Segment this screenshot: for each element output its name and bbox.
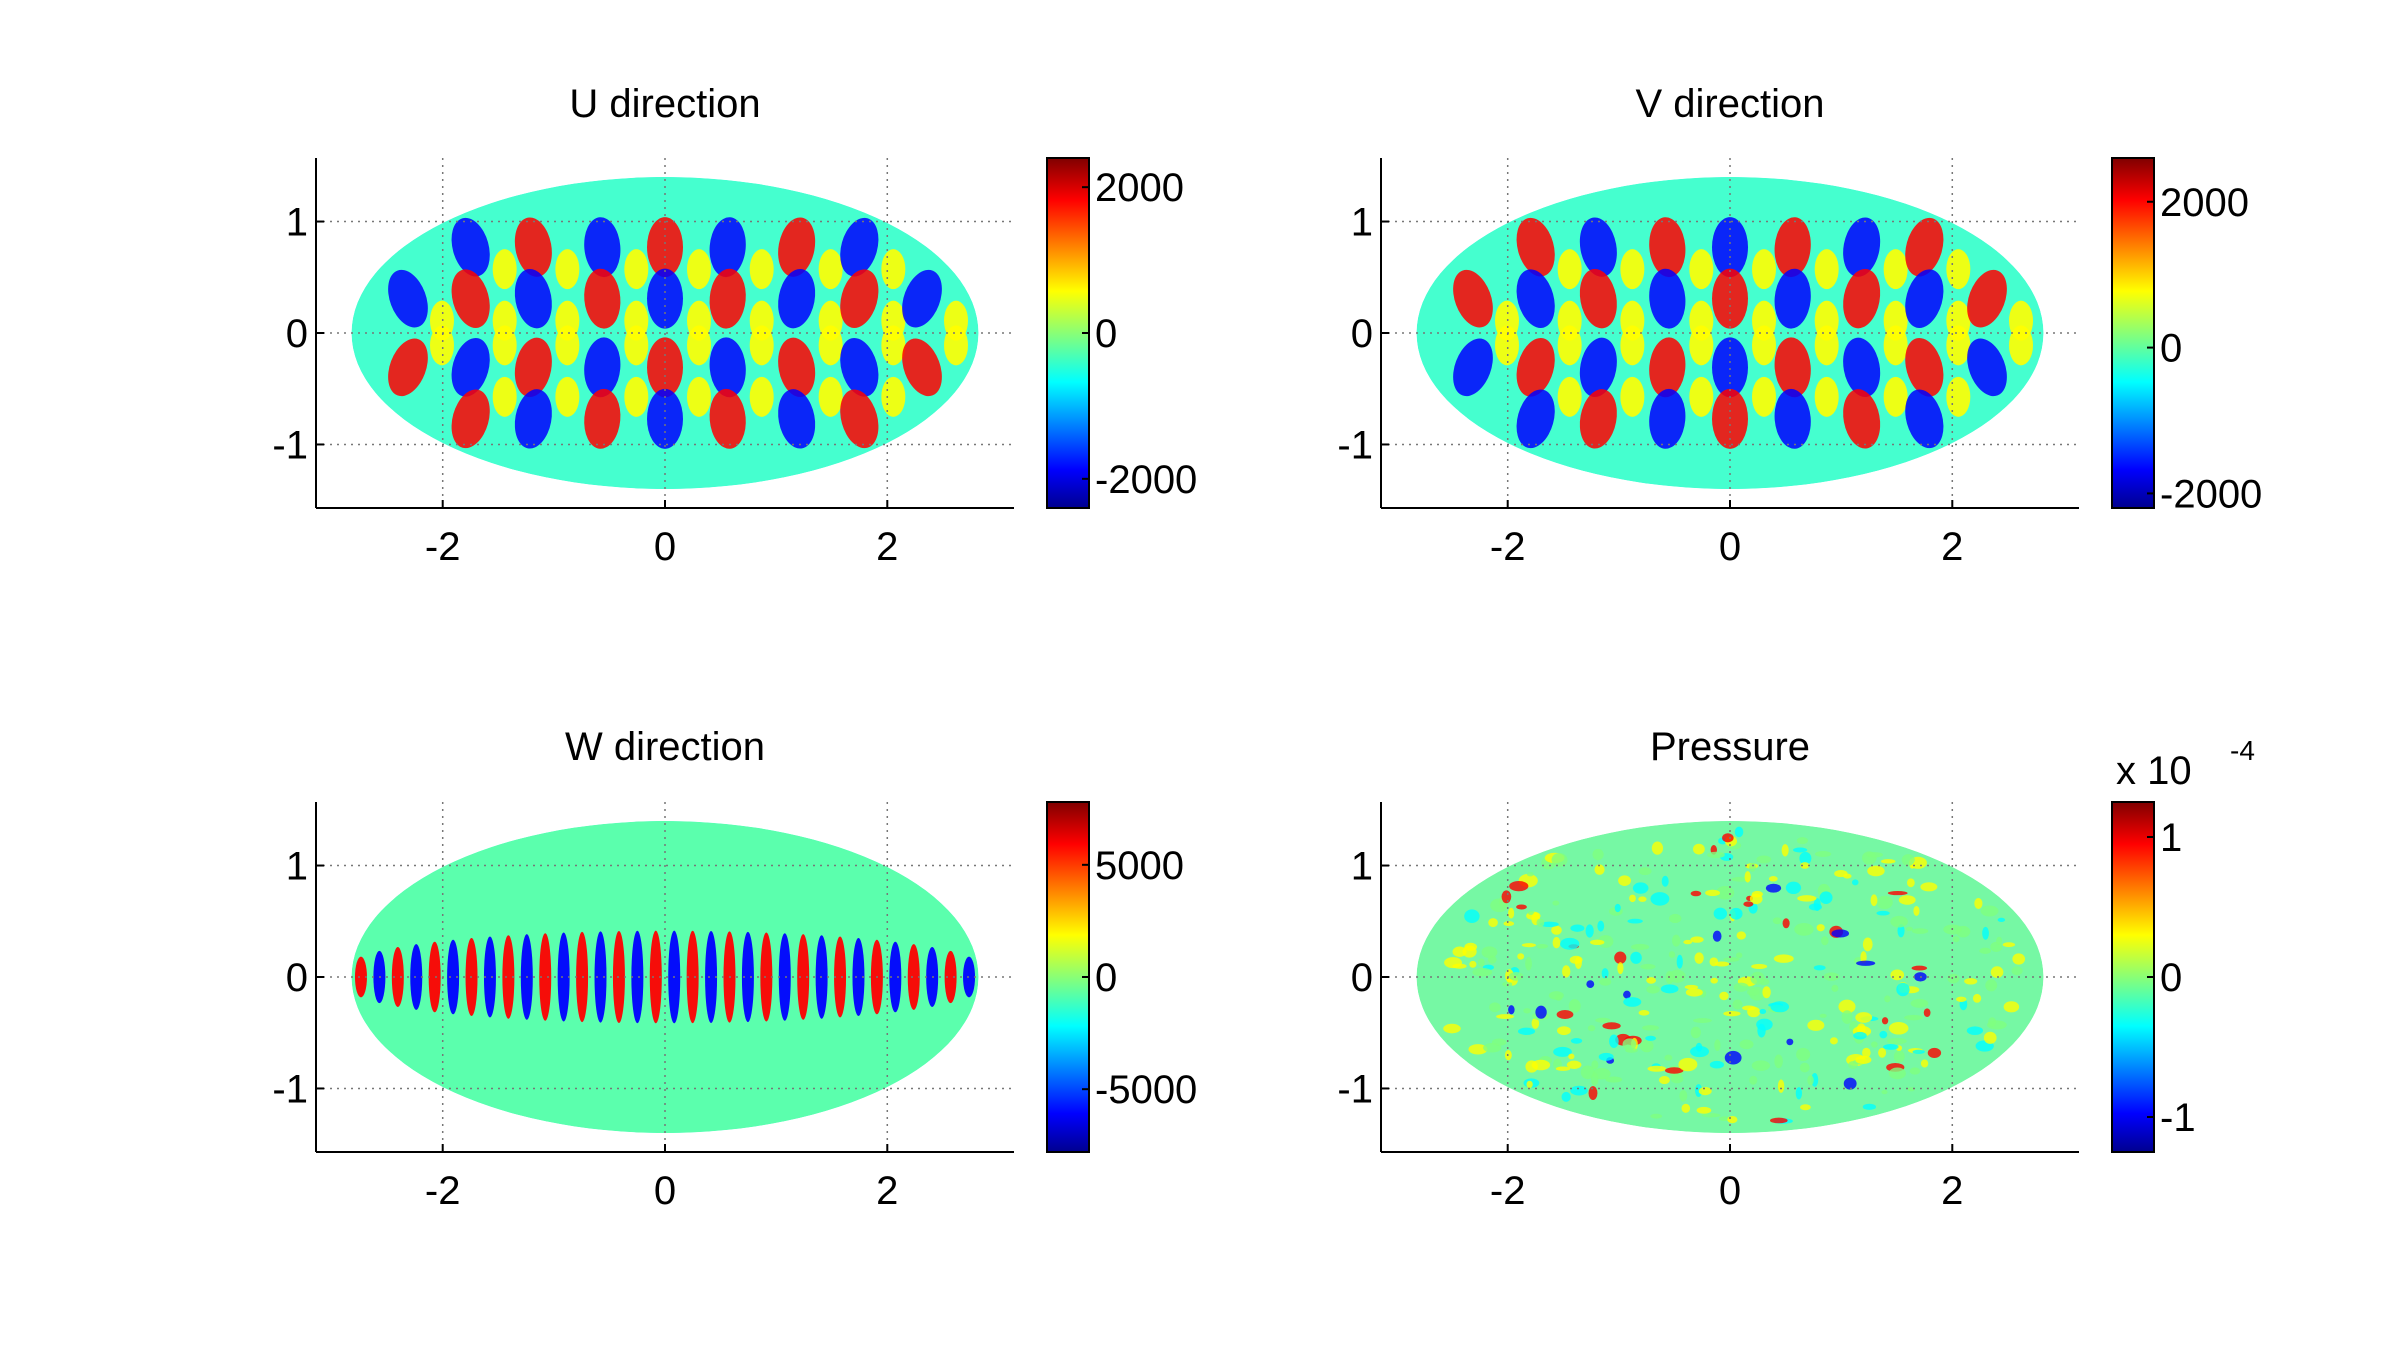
y-tick-label: 1 [1351, 845, 1373, 889]
y-tick-label: 0 [1351, 956, 1373, 1000]
x-tick-label: -2 [1490, 1169, 1526, 1213]
colorbar-tick-label: 0 [2160, 327, 2182, 371]
y-tick-label: 1 [286, 845, 308, 889]
y-tick-label: -1 [272, 1067, 308, 1111]
w-direction-panel: W direction -2 0 2 -1 0 1 -5000 0 5000 [272, 725, 1197, 1213]
chart-title: U direction [569, 82, 760, 126]
x-tick-label: 2 [876, 525, 898, 569]
y-tick-label: -1 [1337, 1067, 1373, 1111]
x-tick-label: 2 [876, 1169, 898, 1213]
y-tick-label: 1 [286, 201, 308, 245]
chart-title: Pressure [1650, 725, 1810, 769]
x-tick-label: -2 [425, 1169, 461, 1213]
u-direction-panel: U direction -2 0 2 -1 0 1 -2000 0 2000 [272, 82, 1197, 569]
colorbar [2111, 157, 2155, 509]
x-tick-label: 2 [1941, 1169, 1963, 1213]
x-tick-label: -2 [425, 525, 461, 569]
colorbar-tick-label: -2000 [1095, 458, 1197, 502]
y-tick-label: 0 [286, 312, 308, 356]
y-tick-label: -1 [1337, 423, 1373, 467]
colorbar-tick-label: 0 [1095, 956, 1117, 1000]
y-tick-label: -1 [272, 423, 308, 467]
colorbar-tick-label: 2000 [2160, 181, 2249, 225]
x-tick-label: -2 [1490, 525, 1526, 569]
x-tick-label: 0 [1719, 525, 1741, 569]
colorbar-tick-label: 0 [1095, 312, 1117, 356]
colorbar-tick-label: 2000 [1095, 166, 1184, 210]
v-direction-panel: V direction -2 0 2 -1 0 1 -2000 0 2000 [1337, 82, 2262, 569]
x-tick-label: 0 [1719, 1169, 1741, 1213]
x-tick-label: 0 [654, 525, 676, 569]
colorbar-exponent-power: -4 [2230, 735, 2255, 766]
y-tick-label: 0 [286, 956, 308, 1000]
colorbar-tick-label: 0 [2160, 956, 2182, 1000]
colorbar-tick-label: -1 [2160, 1096, 2196, 1140]
colorbar-tick-label: 5000 [1095, 844, 1184, 888]
colorbar-tick-label: 1 [2160, 816, 2182, 860]
chart-title: V direction [1636, 82, 1825, 126]
colorbar-tick-label: -5000 [1095, 1068, 1197, 1112]
y-tick-label: 0 [1351, 312, 1373, 356]
colorbar-exponent: x 10 [2116, 749, 2192, 793]
y-tick-label: 1 [1351, 201, 1373, 245]
colorbar-tick-label: -2000 [2160, 472, 2262, 516]
x-tick-label: 0 [654, 1169, 676, 1213]
chart-title: W direction [565, 725, 765, 769]
x-tick-label: 2 [1941, 525, 1963, 569]
pressure-panel: Pressure -2 0 2 -1 0 1 -1 0 1 x 10 -4 [1337, 725, 2254, 1213]
